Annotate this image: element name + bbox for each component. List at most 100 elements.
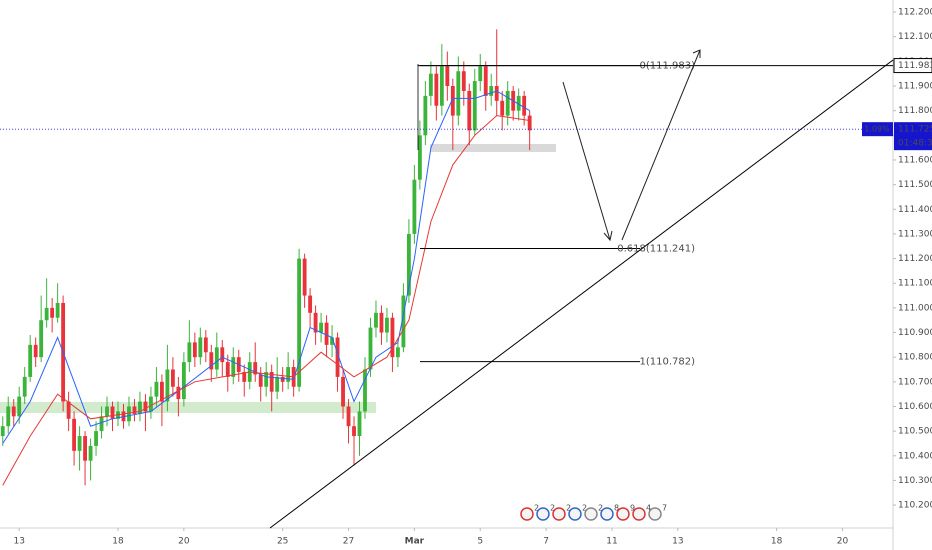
candle-body [516,95,521,111]
y-tick-label: 111.100 [898,279,932,289]
moving-average [2,115,530,486]
event-label: 9 [630,504,635,513]
candle-body [483,66,488,96]
price-label-box [893,58,932,74]
y-tick-label: 110.700 [898,377,932,387]
fib-label: 0.618(111.241) [617,243,695,254]
candle-body [242,371,247,382]
x-tick-label: 27 [343,537,354,547]
y-tick-label: 111.600 [898,155,932,165]
candle-body [225,362,230,377]
event-marker [520,507,534,521]
y-tick-label: 110.600 [898,402,932,412]
change-label: 1.09% [864,125,890,134]
candle-body [275,376,280,392]
event-label: 2 [582,504,587,513]
support-zone [430,144,556,152]
candle-body [456,71,461,116]
candle-body [313,312,318,333]
candle-body [302,258,307,296]
change-box [862,122,893,137]
candle-body [214,347,219,370]
candle-body [269,371,274,392]
candle-body [6,406,11,427]
candle-body [154,381,159,397]
candle-body [374,312,378,328]
candle-body [209,352,214,370]
y-tick-label: 110.900 [898,328,932,338]
candle-body [280,376,285,382]
y-tick-label: 111.900 [898,82,932,92]
candle-body [396,347,400,358]
plot-area: 0(111.983)0.618(111.241)1(110.782) [0,29,893,486]
candle-body [494,86,499,101]
event-marker [584,507,598,521]
candle-body [390,317,395,358]
y-tick-label: 110.400 [898,451,932,461]
candle-body [127,406,131,422]
candle-body [253,362,258,375]
candle-body [198,337,203,358]
candle-body [412,179,417,234]
candle-body [22,376,27,397]
y-tick-label: 112.200 [898,8,932,18]
trend-line [269,59,894,529]
candle-body [346,406,351,427]
candle-body [143,401,148,412]
candle-body [170,369,175,387]
x-tick-label: 13 [13,537,24,547]
event-marker [536,507,550,521]
x-tick-label: 25 [277,537,288,547]
candle-body [39,320,44,358]
candle-body [341,376,345,407]
candle-body [472,81,477,131]
candle-body [94,431,98,446]
arrow-head [603,230,613,242]
y-tick-label: 111.000 [898,303,932,313]
candle-body [406,233,411,296]
candle-body [72,418,77,451]
candle-body [461,71,466,91]
event-label: 4 [646,504,651,513]
candle-body [181,362,186,400]
x-tick-label: 18 [771,537,783,547]
candle-body [428,73,433,96]
candle-body [88,445,93,461]
arrow [621,49,701,241]
y-tick-label: 111.200 [898,254,932,264]
arrow-head [692,49,701,58]
candle-body [445,66,450,87]
y-tick-label: 111.800 [898,106,932,116]
candle-body [192,342,197,358]
y-tick-label: 110.300 [898,476,932,486]
candle-body [527,115,532,131]
candle-body [187,342,192,363]
candle-body [478,66,483,82]
y-tick-label: 110.500 [898,427,932,437]
event-marker [568,507,582,521]
last-price-box [894,122,932,151]
candle-body [138,401,142,414]
event-label: 2 [534,504,539,513]
fib-label: 1(110.782) [639,357,695,368]
support-zone [0,402,376,413]
candle-body [50,307,55,318]
x-tick-label: 11 [606,537,617,547]
candle-body [500,100,505,116]
candle-body [439,66,444,106]
candle-body [330,337,334,345]
x-tick-label: 13 [672,537,683,547]
x-tick-label: 20 [837,537,849,547]
candle-body [467,90,472,131]
x-tick-label: 20 [178,537,190,547]
candle-body [324,322,329,345]
event-marker [616,507,630,521]
candle-body [176,386,181,400]
y-tick-label: 111.400 [898,205,932,215]
y-tick-label: 111.500 [898,180,932,190]
candle-body [319,322,324,333]
event-label: 2 [598,504,603,513]
candle-body [505,90,510,116]
projection-arrows [562,49,701,242]
